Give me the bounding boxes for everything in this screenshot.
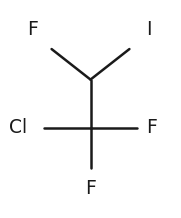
Text: I: I	[146, 20, 151, 39]
Text: Cl: Cl	[9, 118, 27, 137]
Text: F: F	[85, 179, 96, 198]
Text: F: F	[27, 20, 38, 39]
Text: F: F	[147, 118, 157, 137]
